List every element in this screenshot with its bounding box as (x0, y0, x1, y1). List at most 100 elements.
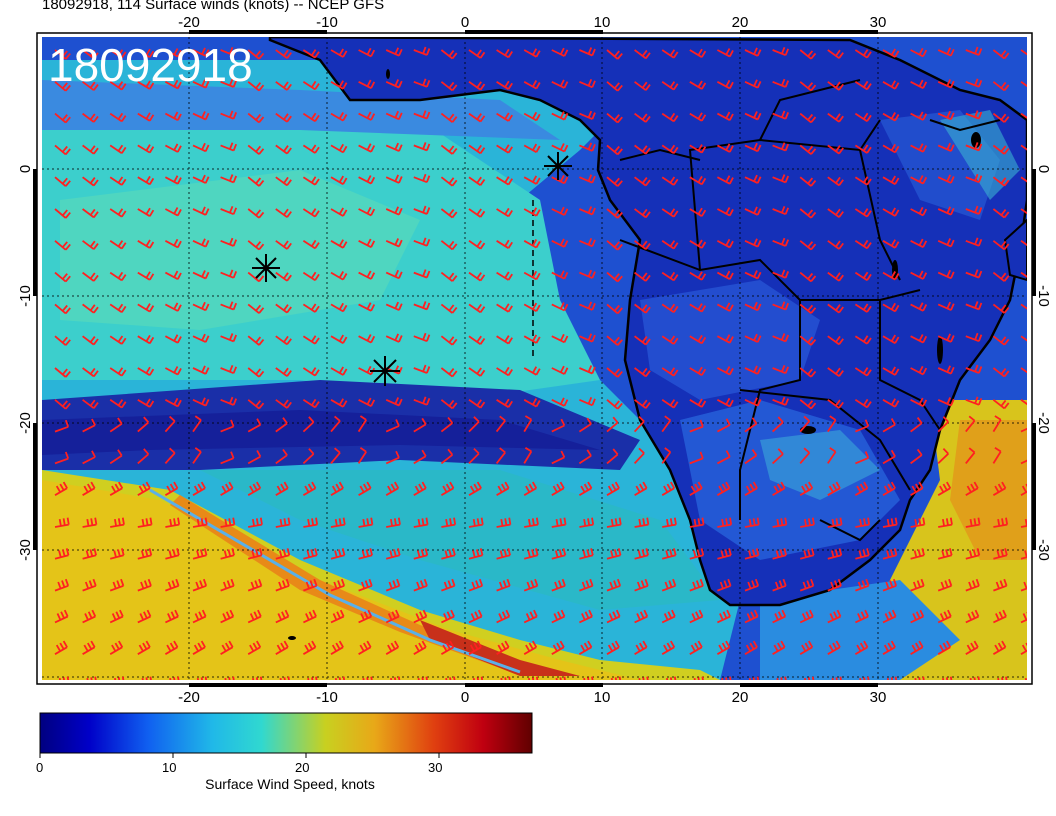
wind-barb (661, 399, 679, 409)
wind-barb (82, 208, 99, 219)
wind-barb (275, 335, 292, 346)
wind-barbs (54, 46, 1027, 680)
wind-barb (385, 174, 403, 184)
wind-barb (910, 206, 928, 217)
wind-barb (220, 174, 238, 184)
wind-barb (579, 517, 595, 528)
wind-barb (54, 240, 71, 251)
wind-barb (275, 49, 292, 59)
wind-barb (717, 609, 731, 624)
wind-barb (965, 396, 983, 406)
wind-barb (606, 517, 622, 528)
wind-barb (1020, 367, 1027, 374)
wind-barb (551, 397, 569, 407)
wind-barb (358, 79, 376, 90)
wind-barb (855, 517, 871, 528)
wind-barb (330, 481, 344, 496)
wind-barb (330, 175, 348, 185)
wind-barb (468, 481, 482, 496)
wind-barb (579, 78, 596, 89)
wind-barb (192, 79, 210, 89)
svg-text:-20: -20 (1035, 412, 1052, 434)
wind-barb (82, 640, 96, 655)
wind-barb (661, 176, 679, 186)
wind-barb (965, 364, 983, 374)
wind-barb (358, 238, 376, 249)
wind-barb (827, 208, 844, 218)
wind-barb (54, 208, 71, 219)
wind-barb (744, 174, 762, 184)
wind-barb (220, 205, 238, 216)
wind-barb (799, 367, 817, 378)
wind-barb (689, 80, 707, 90)
wind-barb (965, 173, 983, 184)
wind-barb (413, 110, 431, 120)
wind-barb (606, 144, 623, 156)
wind-barb (385, 450, 400, 465)
star-marker-3 (544, 152, 572, 180)
wind-barb (551, 238, 569, 248)
wind-barb (689, 144, 707, 154)
wind-barb (523, 175, 541, 185)
wind-barb (357, 447, 367, 464)
chart-title: 18092918, 114 Surface winds (knots) -- N… (42, 0, 385, 13)
wind-barb (54, 367, 71, 378)
wind-barb (882, 80, 900, 90)
wind-barb (993, 548, 1008, 560)
wind-barb (910, 548, 925, 560)
wind-barb (579, 269, 596, 279)
wind-barb (247, 399, 265, 410)
wind-barb (661, 208, 679, 218)
wind-barb (440, 303, 458, 314)
wind-barb (937, 609, 952, 624)
wind-barb (413, 301, 431, 311)
wind-barb (799, 49, 817, 60)
wind-barb (772, 205, 790, 216)
wind-barb (965, 447, 976, 464)
wind-barb (247, 367, 265, 378)
wind-barb (358, 548, 373, 560)
svg-text:-10: -10 (316, 689, 338, 706)
wind-barb (992, 240, 1010, 251)
wind-barb (855, 609, 869, 624)
wind-barb (247, 49, 265, 60)
wind-barb (54, 640, 68, 655)
wind-barb (578, 640, 593, 655)
wind-barb (689, 398, 707, 408)
wind-barb (220, 396, 238, 406)
wind-barb (993, 609, 1007, 624)
wind-barb (441, 548, 456, 560)
wind-barb (965, 269, 983, 279)
wind-barb (827, 415, 837, 433)
wind-barb (772, 548, 787, 560)
wind-barb (799, 208, 817, 219)
wind-barb (992, 144, 1010, 155)
wind-barb (689, 175, 707, 186)
wind-barb (82, 240, 99, 250)
wind-barb (827, 578, 842, 592)
wind-barb (109, 367, 127, 377)
wind-barb (330, 398, 348, 408)
wind-barb (606, 448, 619, 465)
wind-barb (799, 415, 811, 433)
wind-barb (1020, 459, 1027, 465)
wind-barb (772, 333, 790, 343)
wind-barb (937, 174, 955, 184)
wind-barb (468, 640, 482, 655)
wind-barb (744, 397, 762, 407)
wind-barb (799, 640, 814, 655)
wind-barb (468, 609, 483, 624)
wind-barb (109, 208, 127, 218)
wind-barb (744, 238, 762, 248)
wind-barb (358, 609, 373, 624)
wind-barb (330, 143, 348, 154)
wind-barb (137, 175, 155, 186)
wind-barb (330, 112, 348, 122)
wind-barb (275, 144, 292, 155)
wind-barb (137, 303, 155, 313)
svg-text:-20: -20 (178, 689, 200, 706)
wind-barb (303, 517, 319, 528)
wind-barb (275, 548, 291, 560)
wind-barb (744, 449, 758, 465)
